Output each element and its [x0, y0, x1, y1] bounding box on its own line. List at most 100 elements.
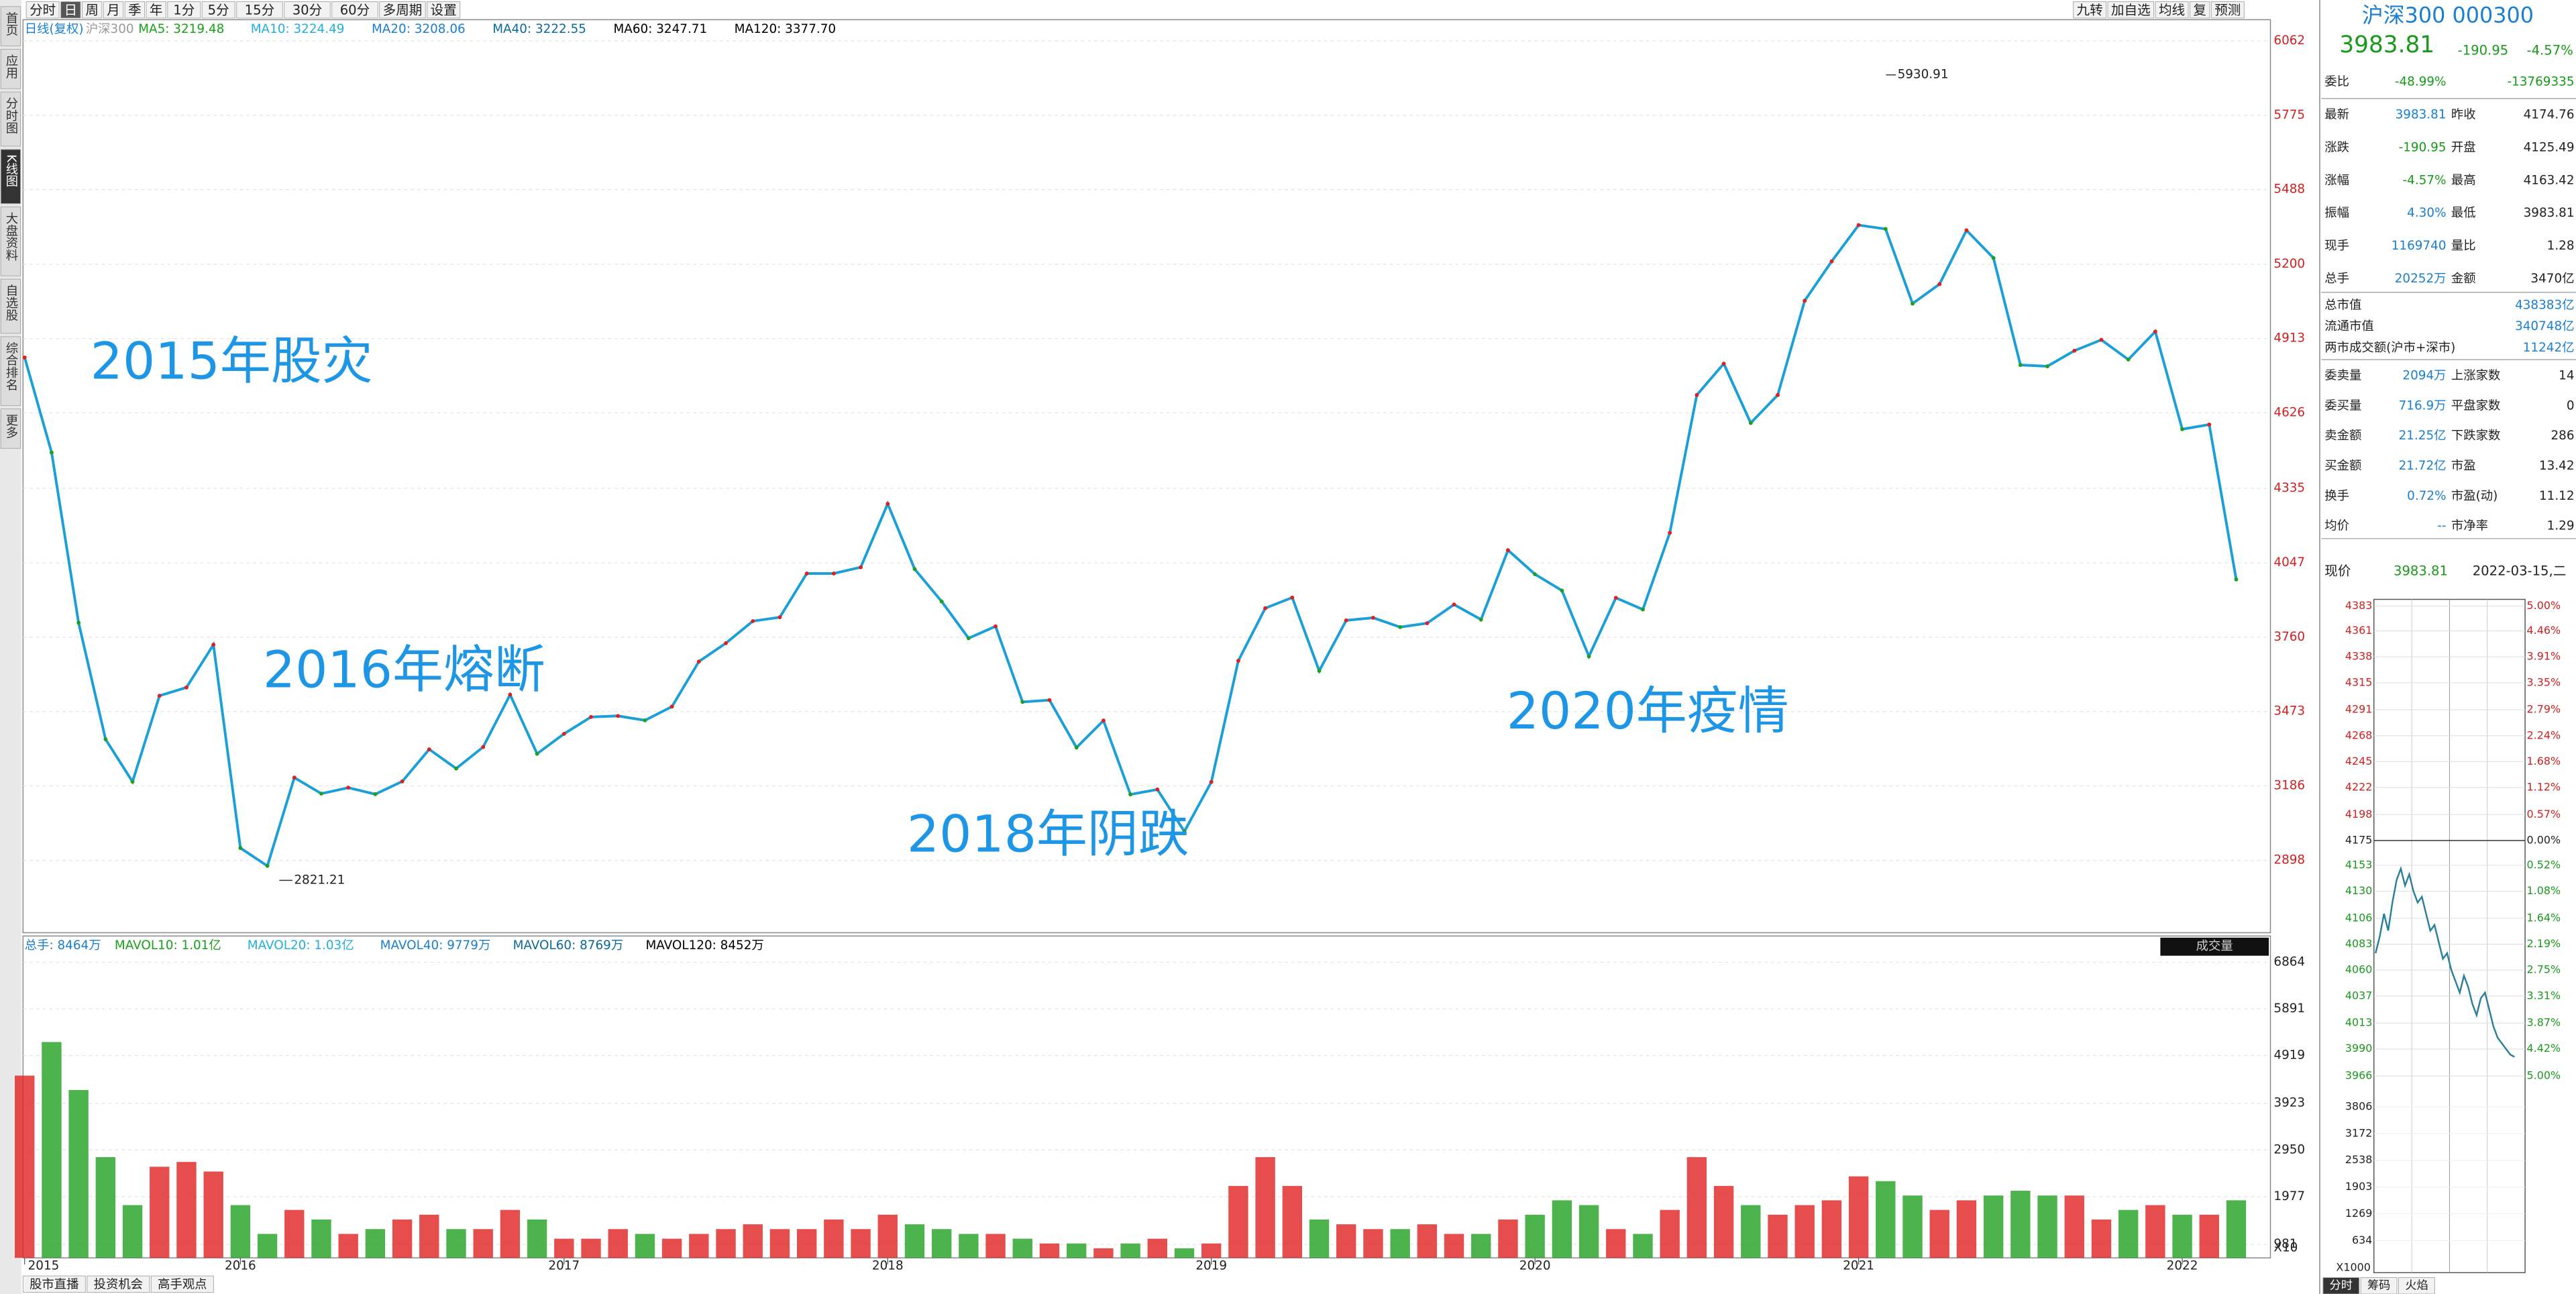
toolbar-button[interactable]	[25, 1, 60, 19]
quote-label: 总市值	[2324, 298, 2361, 312]
price-point	[103, 737, 108, 741]
toolbar-button[interactable]	[167, 1, 201, 19]
y-tick-label: 3760	[2273, 630, 2305, 644]
volume-bar	[554, 1238, 574, 1258]
toolbar-button[interactable]	[124, 1, 145, 19]
sidebar-label[interactable]: 首页	[4, 11, 18, 36]
toolbar-label[interactable]: 复	[2193, 2, 2206, 17]
y-tick-label: 4198	[2345, 808, 2372, 820]
toolbar-button[interactable]	[103, 1, 124, 19]
volume-bar	[877, 1214, 898, 1258]
toolbar-button[interactable]	[201, 1, 235, 19]
sidebar-label[interactable]: 更多	[4, 414, 18, 439]
toolbar-button[interactable]	[2210, 1, 2245, 19]
toolbar-button[interactable]	[2190, 1, 2210, 19]
intraday-tab-label[interactable]: 分时	[2330, 1279, 2353, 1293]
toolbar-label[interactable]: 年	[150, 2, 163, 17]
x-tick-label: 2019	[1195, 1258, 1227, 1273]
price-point	[346, 786, 351, 790]
volume-bar	[1876, 1181, 1896, 1258]
price-point	[1047, 698, 1052, 702]
sidebar-label[interactable]: 分时图	[4, 97, 18, 133]
volume-bar	[1147, 1238, 1167, 1258]
toolbar-label[interactable]: 预测	[2214, 2, 2241, 17]
bottom-tab-label[interactable]: 投资机会	[94, 1278, 143, 1292]
volume-bar	[1956, 1200, 1977, 1258]
toolbar-button[interactable]	[379, 1, 426, 19]
quote-label: 上涨家数	[2451, 369, 2500, 383]
volume-bar	[446, 1229, 466, 1258]
toolbar-button[interactable]	[331, 1, 378, 19]
toolbar-label[interactable]: 多周期	[383, 2, 423, 17]
sidebar-label[interactable]: 自选股	[4, 284, 18, 321]
toolbar-label[interactable]: 季	[128, 2, 142, 17]
bottom-tab-label[interactable]: 高手观点	[158, 1278, 207, 1292]
toolbar-button[interactable]	[146, 1, 166, 19]
sidebar-button[interactable]	[0, 278, 21, 334]
price-point	[1155, 787, 1160, 792]
sidebar-button[interactable]	[0, 91, 21, 147]
sidebar-button[interactable]	[0, 48, 21, 89]
volume-bar	[42, 1042, 62, 1258]
toolbar-button[interactable]	[236, 1, 283, 19]
price-point	[535, 751, 539, 756]
toolbar-button[interactable]	[284, 1, 331, 19]
toolbar-button[interactable]	[427, 1, 461, 19]
toolbar-label[interactable]: 30分	[292, 2, 323, 17]
sidebar-button[interactable]	[0, 409, 21, 449]
volume-bar	[1417, 1224, 1438, 1258]
intraday-tab-label[interactable]: 筹码	[2367, 1279, 2390, 1293]
toolbar-label[interactable]: 分时	[30, 2, 56, 17]
toolbar-button[interactable]	[60, 1, 81, 19]
x-tick-label: 2020	[1519, 1258, 1551, 1273]
toolbar-label[interactable]: 均线	[2159, 2, 2185, 17]
toolbar-label[interactable]: 5分	[208, 2, 229, 17]
x-tick-label: 2022	[2167, 1258, 2198, 1273]
toolbar-label[interactable]: 1分	[173, 2, 195, 17]
sidebar-label[interactable]: 综合排名	[4, 341, 18, 390]
sidebar-button[interactable]	[0, 149, 21, 205]
volume-bar	[1848, 1176, 1869, 1258]
intraday-tab[interactable]	[2322, 1277, 2360, 1294]
toolbar-label[interactable]: 月	[107, 2, 120, 17]
price-point	[2045, 364, 2049, 368]
toolbar-button[interactable]	[81, 1, 103, 19]
sidebar-button[interactable]	[0, 6, 21, 47]
volume-bar	[796, 1229, 817, 1258]
quote-label: 下跌家数	[2451, 429, 2500, 443]
intraday-tab[interactable]	[2360, 1277, 2398, 1294]
price-point	[1533, 572, 1538, 576]
toolbar-button[interactable]	[2155, 1, 2189, 19]
toolbar-button[interactable]	[2107, 1, 2155, 19]
sidebar-label[interactable]: K线图	[4, 154, 18, 187]
toolbar-label[interactable]: 日	[64, 2, 78, 17]
toolbar-label[interactable]: 九转	[2077, 2, 2103, 17]
toolbar-label[interactable]: 设置	[431, 2, 457, 17]
volume-legend: MAVOL40: 9779万	[380, 938, 491, 953]
toolbar-label[interactable]: 周	[85, 2, 99, 17]
intraday-tab-label[interactable]: 火焰	[2405, 1279, 2428, 1293]
sidebar-label[interactable]: 应用	[4, 54, 18, 79]
toolbar-label[interactable]: 加自选	[2111, 2, 2151, 17]
bottom-tab[interactable]	[87, 1275, 150, 1293]
bottom-tab-label[interactable]: 股市直播	[30, 1278, 78, 1292]
toolbar-label[interactable]: 15分	[245, 2, 275, 17]
bottom-tab[interactable]	[150, 1275, 214, 1293]
quote-label: 开盘	[2451, 140, 2476, 154]
toolbar-button[interactable]	[2073, 1, 2107, 19]
quote-value: 286	[2551, 429, 2574, 443]
quote-value: 716.9万	[2399, 398, 2447, 413]
toolbar-label[interactable]: 60分	[340, 2, 370, 17]
quote-label: 买金额	[2324, 459, 2361, 473]
sidebar-button[interactable]	[0, 336, 21, 407]
intraday-tab[interactable]	[2398, 1277, 2435, 1294]
annotation: 2015年股灾	[91, 331, 373, 390]
bottom-tab[interactable]	[22, 1275, 86, 1293]
sidebar-button[interactable]	[0, 206, 21, 276]
quote-pct: -4.57%	[2527, 42, 2573, 58]
sidebar-label[interactable]: 大盘资料	[4, 212, 18, 261]
quote-value: 0	[2567, 398, 2575, 413]
pct-label: 0.00%	[2527, 833, 2561, 846]
volume-bar	[1929, 1209, 1949, 1258]
volume-bar	[2145, 1205, 2165, 1258]
